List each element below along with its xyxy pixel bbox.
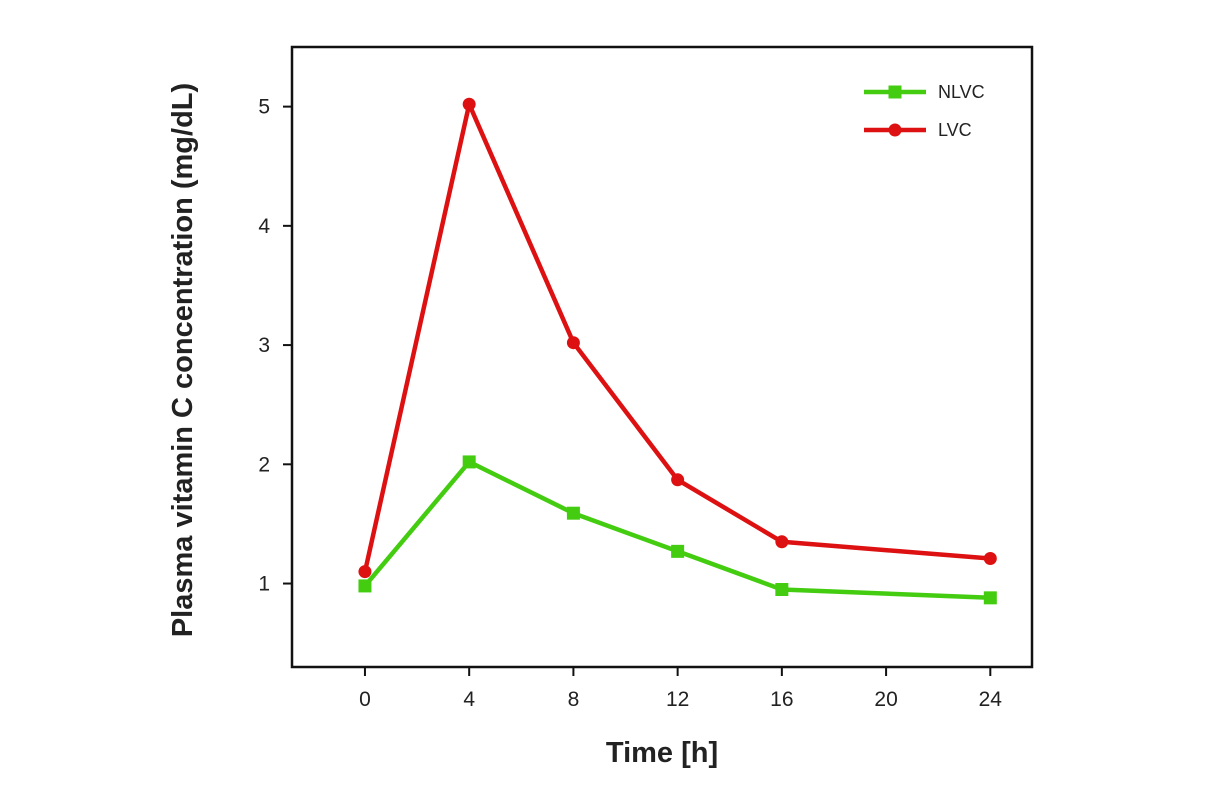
legend-marker xyxy=(888,123,902,137)
x-tick-label: 20 xyxy=(874,688,897,711)
data-point-lvc xyxy=(775,535,789,549)
y-tick-label: 3 xyxy=(258,334,270,357)
series-layer xyxy=(358,97,997,605)
legend: NLVC LVC xyxy=(864,82,985,140)
data-point-lvc xyxy=(462,97,476,111)
legend-label: LVC xyxy=(938,120,972,140)
y-tick-label: 2 xyxy=(258,453,270,476)
data-point-nlvc xyxy=(358,579,372,593)
x-tick-label: 8 xyxy=(568,688,580,711)
x-tick-label: 16 xyxy=(770,688,793,711)
legend-marker xyxy=(888,85,902,99)
series-line-nlvc xyxy=(363,459,991,601)
series-nlvc xyxy=(358,455,997,605)
x-tick-label: 0 xyxy=(359,688,371,711)
data-point-lvc xyxy=(358,565,372,579)
data-point-nlvc xyxy=(775,583,789,596)
data-point-nlvc xyxy=(462,455,476,469)
data-point-nlvc xyxy=(566,506,580,520)
data-point-lvc xyxy=(671,473,685,487)
x-axis-ticks: 0 4 8 12 16 20 24 xyxy=(359,667,1002,711)
x-tick-label: 24 xyxy=(979,688,1003,711)
series-line-lvc xyxy=(362,101,991,573)
x-axis-title: Time [h] xyxy=(606,737,718,769)
y-axis-ticks: 1 2 3 4 5 xyxy=(258,96,292,596)
x-tick-label: 4 xyxy=(463,688,475,711)
y-tick-label: 4 xyxy=(258,215,270,238)
plot-frame xyxy=(290,45,1034,669)
legend-item-lvc: LVC xyxy=(864,120,972,140)
legend-item-nlvc: NLVC xyxy=(864,82,985,102)
data-point-nlvc xyxy=(671,544,685,558)
y-tick-label: 1 xyxy=(258,573,270,596)
y-tick-label: 5 xyxy=(258,96,270,119)
data-point-lvc xyxy=(566,336,580,350)
y-axis-title: Plasma vitamin C concentration (mg/dL) xyxy=(167,83,199,637)
legend-label: NLVC xyxy=(938,82,985,102)
series-lvc xyxy=(358,97,997,579)
data-point-nlvc xyxy=(983,591,997,605)
x-tick-label: 12 xyxy=(666,688,689,711)
data-point-lvc xyxy=(983,552,997,565)
